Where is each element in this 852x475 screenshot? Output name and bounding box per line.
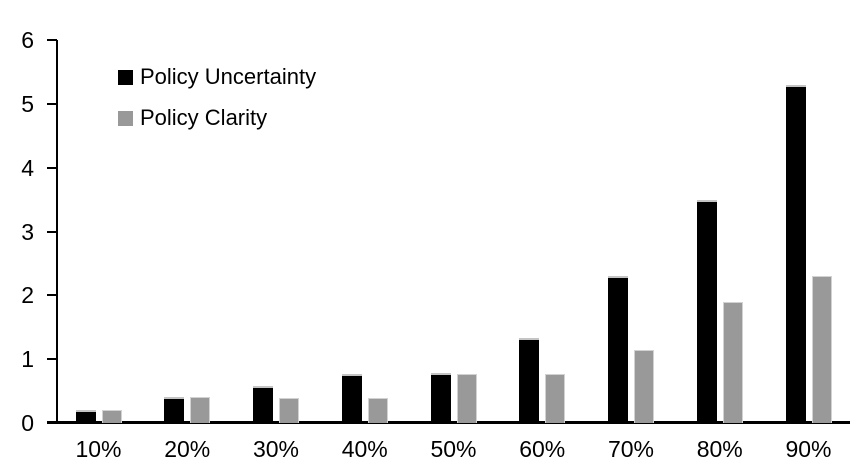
bar-policy-clarity-40%	[367, 398, 388, 423]
y-axis-tick-label: 2	[21, 282, 34, 309]
y-axis-tick-label: 6	[21, 27, 34, 53]
bar-policy-clarity-30%	[279, 398, 299, 423]
bar-policy-clarity-10%	[101, 410, 122, 423]
y-axis-tick-label: 5	[21, 90, 34, 117]
bar-policy-uncertainty-60%	[519, 338, 540, 423]
legend-item-policy-uncertainty: Policy Uncertainty	[118, 64, 316, 90]
x-axis-category-label: 70%	[607, 436, 655, 462]
legend-item-policy-clarity: Policy Clarity	[118, 105, 316, 131]
y-axis-tick	[47, 358, 57, 361]
bar-policy-uncertainty-20%	[164, 397, 185, 423]
bar-policy-uncertainty-80%	[696, 200, 717, 423]
bar-policy-uncertainty-70%	[608, 276, 628, 423]
policy-clarity-swatch-icon	[118, 110, 133, 126]
bar-policy-uncertainty-40%	[341, 374, 362, 423]
bar-policy-clarity-60%	[545, 374, 566, 423]
bar-policy-clarity-50%	[456, 374, 477, 423]
x-axis-category-label: 20%	[164, 436, 211, 462]
y-axis-tick	[47, 294, 57, 297]
y-axis-tick-label: 3	[21, 218, 34, 245]
bar-policy-clarity-80%	[722, 302, 743, 423]
y-axis-tick-label: 4	[21, 154, 34, 181]
bar-policy-uncertainty-50%	[430, 373, 451, 423]
bar-policy-clarity-20%	[190, 397, 211, 423]
x-axis-category-label: 60%	[519, 436, 566, 462]
chart-legend: Policy Uncertainty Policy Clarity	[118, 64, 316, 131]
bar-policy-clarity-70%	[634, 350, 654, 423]
legend-label: Policy Clarity	[140, 105, 268, 130]
y-axis-tick-label: 1	[21, 346, 34, 373]
y-axis-tick	[47, 102, 57, 105]
x-axis-category-label: 50%	[430, 436, 477, 462]
y-axis-tick	[47, 166, 57, 169]
bar-policy-uncertainty-30%	[253, 386, 273, 423]
bar-policy-clarity-90%	[811, 276, 832, 423]
bar-policy-uncertainty-90%	[785, 85, 806, 423]
y-axis-tick	[47, 39, 57, 41]
policy-uncertainty-swatch-icon	[118, 69, 133, 85]
y-axis	[56, 40, 58, 423]
x-axis-category-label: 90%	[785, 436, 832, 462]
x-axis-category-label: 10%	[75, 436, 122, 462]
y-axis-tick	[47, 230, 57, 233]
x-axis-category-label: 80%	[696, 436, 743, 462]
legend-label: Policy Uncertainty	[140, 64, 317, 89]
y-axis-tick-label: 0	[21, 410, 34, 436]
x-axis-category-label: 40%	[341, 436, 388, 462]
x-axis-category-label: 30%	[252, 436, 300, 462]
bar-policy-uncertainty-10%	[75, 410, 96, 423]
